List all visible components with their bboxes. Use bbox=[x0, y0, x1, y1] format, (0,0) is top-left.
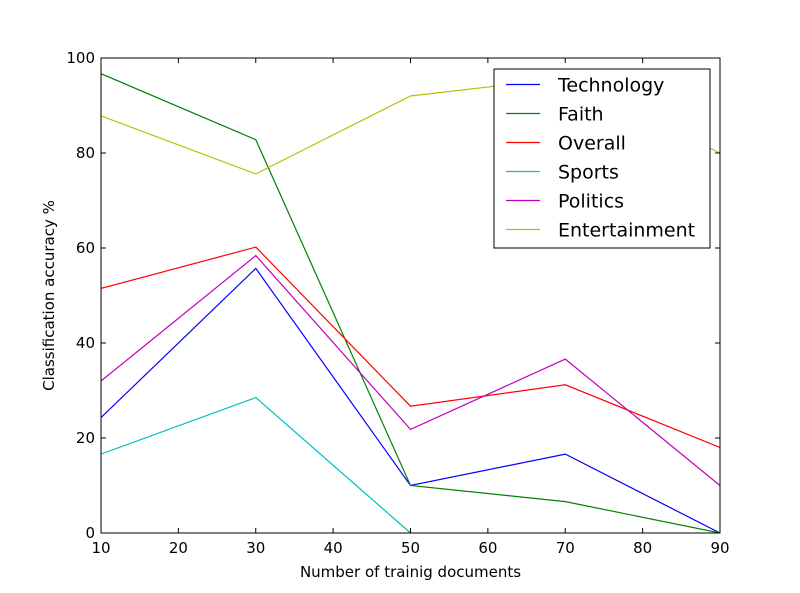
legend-label-overall: Overall bbox=[558, 133, 626, 155]
y-tick-label: 0 bbox=[85, 524, 95, 542]
x-tick-label: 70 bbox=[556, 539, 575, 557]
legend-label-sports: Sports bbox=[558, 162, 619, 184]
axis-ticks: 10 20 30 40 50 60 70 80 90 0 20 40 60 80 100 bbox=[66, 49, 729, 557]
y-tick-label: 20 bbox=[76, 429, 95, 447]
series-line-politics bbox=[101, 254, 720, 486]
legend-label-politics: Politics bbox=[558, 191, 624, 213]
series-line-overall bbox=[101, 246, 720, 449]
x-tick-label: 30 bbox=[246, 539, 265, 557]
y-tick-label: 40 bbox=[76, 334, 95, 352]
legend-label-technology: Technology bbox=[557, 75, 664, 97]
x-tick-label: 80 bbox=[633, 539, 652, 557]
x-tick-label: 10 bbox=[91, 539, 110, 557]
y-tick-label: 60 bbox=[76, 239, 95, 257]
series-line-faith bbox=[101, 73, 720, 533]
x-tick-label: 50 bbox=[401, 539, 420, 557]
x-tick-label: 20 bbox=[169, 539, 188, 557]
x-tick-label: 40 bbox=[324, 539, 343, 557]
y-axis-title: Classification accuracy % bbox=[40, 200, 58, 391]
legend-label-faith: Faith bbox=[558, 104, 604, 126]
x-tick-label: 90 bbox=[710, 539, 729, 557]
legend-frame bbox=[493, 68, 711, 249]
series-layer bbox=[101, 73, 720, 533]
legend: Technology Faith Overall Sports Politics Ente… bbox=[493, 68, 711, 249]
y-tick-label: 100 bbox=[66, 49, 95, 67]
y-tick-label: 80 bbox=[76, 144, 95, 162]
x-axis-title: Number of trainig documents bbox=[300, 563, 521, 581]
series-line-sports bbox=[101, 396, 411, 533]
legend-label-entertainment: Entertainment bbox=[558, 220, 695, 242]
x-tick-label: 60 bbox=[478, 539, 497, 557]
series-line-technology bbox=[101, 267, 720, 533]
